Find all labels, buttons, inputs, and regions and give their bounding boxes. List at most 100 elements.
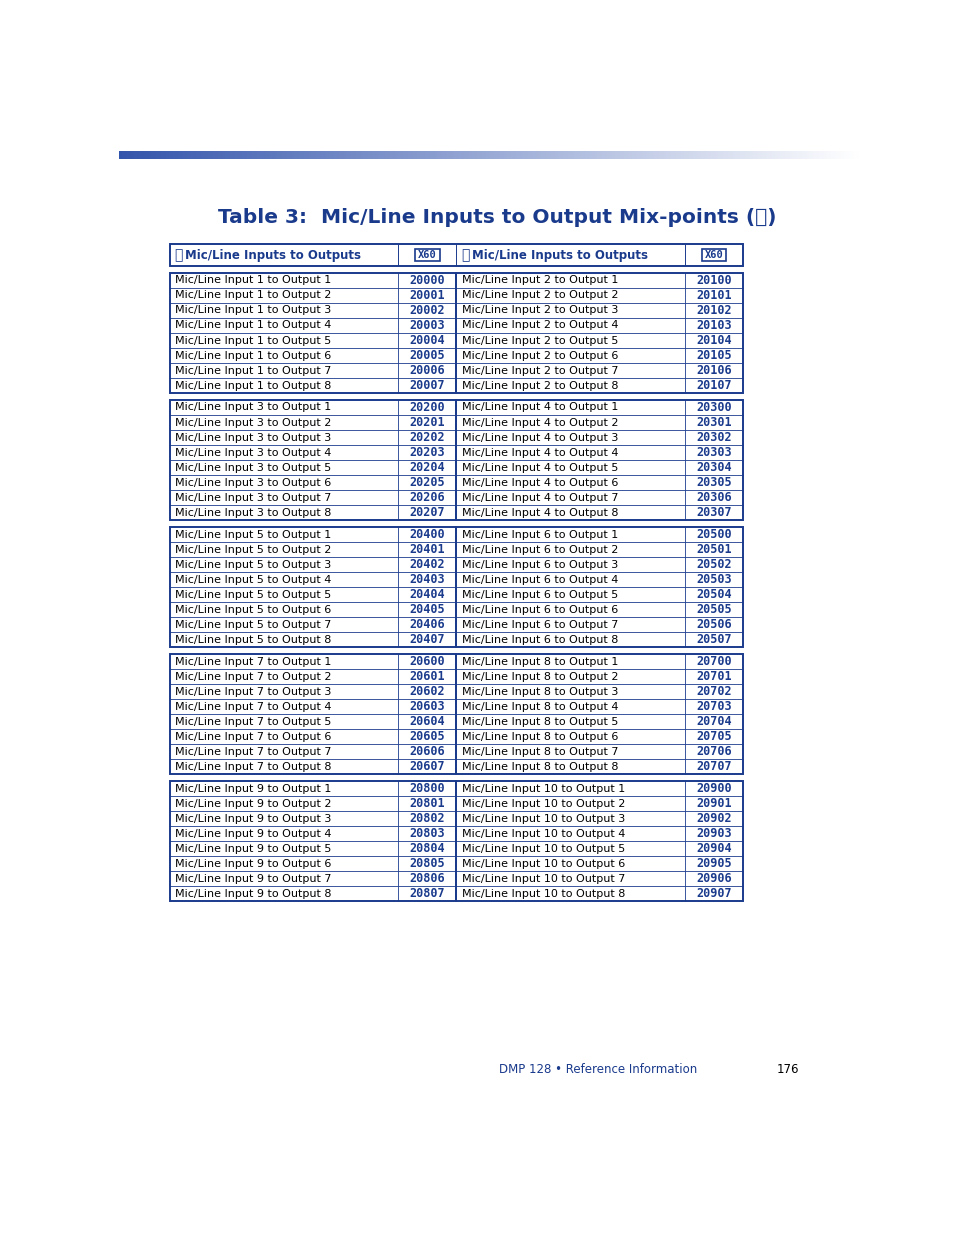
- Bar: [132, 151, 134, 159]
- Bar: [702, 151, 706, 159]
- Bar: [215, 151, 218, 159]
- Bar: [587, 151, 590, 159]
- Bar: [676, 151, 679, 159]
- Bar: [722, 151, 725, 159]
- Bar: [170, 782, 456, 902]
- Bar: [449, 151, 453, 159]
- Bar: [334, 151, 336, 159]
- Bar: [764, 151, 767, 159]
- Bar: [316, 151, 319, 159]
- Bar: [550, 151, 553, 159]
- Text: Mic/Line Input 7 to Output 8: Mic/Line Input 7 to Output 8: [174, 762, 332, 772]
- Bar: [491, 151, 494, 159]
- Bar: [833, 151, 837, 159]
- Bar: [441, 151, 445, 159]
- Bar: [170, 400, 456, 520]
- Bar: [309, 151, 312, 159]
- Text: ⓘ: ⓘ: [174, 248, 182, 262]
- Text: 20802: 20802: [409, 813, 445, 825]
- Bar: [542, 151, 546, 159]
- Bar: [466, 151, 470, 159]
- Bar: [565, 151, 568, 159]
- Bar: [582, 151, 585, 159]
- Text: Mic/Line Input 6 to Output 7: Mic/Line Input 6 to Output 7: [461, 620, 618, 630]
- Bar: [368, 151, 371, 159]
- Bar: [637, 151, 639, 159]
- Text: Mic/Line Input 7 to Output 4: Mic/Line Input 7 to Output 4: [174, 701, 332, 711]
- Bar: [744, 151, 748, 159]
- Bar: [506, 151, 509, 159]
- Text: Mic/Line Input 1 to Output 4: Mic/Line Input 1 to Output 4: [174, 321, 331, 331]
- Bar: [385, 151, 388, 159]
- Text: 20806: 20806: [409, 872, 445, 885]
- Bar: [806, 151, 809, 159]
- Bar: [193, 151, 196, 159]
- Bar: [375, 151, 378, 159]
- Text: 20304: 20304: [696, 461, 731, 474]
- Bar: [299, 151, 302, 159]
- Text: Mic/Line Input 9 to Output 4: Mic/Line Input 9 to Output 4: [174, 829, 332, 839]
- Text: Mic/Line Input 1 to Output 6: Mic/Line Input 1 to Output 6: [174, 351, 331, 361]
- Bar: [314, 151, 316, 159]
- Text: Mic/Line Input 1 to Output 2: Mic/Line Input 1 to Output 2: [174, 290, 331, 300]
- Text: Mic/Line Input 10 to Output 4: Mic/Line Input 10 to Output 4: [461, 829, 624, 839]
- Bar: [516, 151, 518, 159]
- Bar: [801, 151, 804, 159]
- Bar: [634, 151, 637, 159]
- Text: 20404: 20404: [409, 588, 445, 601]
- Text: Mic/Line Input 6 to Output 4: Mic/Line Input 6 to Output 4: [461, 574, 618, 584]
- Text: Mic/Line Input 3 to Output 5: Mic/Line Input 3 to Output 5: [174, 463, 331, 473]
- Bar: [781, 151, 784, 159]
- Bar: [779, 151, 782, 159]
- Bar: [205, 151, 209, 159]
- Bar: [567, 151, 571, 159]
- Text: 20804: 20804: [409, 842, 445, 855]
- Text: 20807: 20807: [409, 887, 445, 900]
- Bar: [774, 151, 778, 159]
- Bar: [152, 151, 154, 159]
- Bar: [755, 151, 758, 159]
- Bar: [166, 151, 169, 159]
- Bar: [461, 151, 464, 159]
- Bar: [803, 151, 807, 159]
- Bar: [183, 151, 187, 159]
- Bar: [456, 400, 742, 520]
- Text: Mic/Line Input 7 to Output 2: Mic/Line Input 7 to Output 2: [174, 672, 332, 682]
- Bar: [405, 151, 408, 159]
- Text: Mic/Line Input 3 to Output 7: Mic/Line Input 3 to Output 7: [174, 493, 331, 503]
- Text: Mic/Line Input 3 to Output 3: Mic/Line Input 3 to Output 3: [174, 432, 331, 442]
- Bar: [592, 151, 595, 159]
- Text: Mic/Line Input 9 to Output 2: Mic/Line Input 9 to Output 2: [174, 799, 332, 809]
- Text: Mic/Line Input 5 to Output 5: Mic/Line Input 5 to Output 5: [174, 589, 331, 600]
- Text: 20101: 20101: [696, 289, 731, 303]
- Bar: [464, 151, 467, 159]
- Text: Mic/Line Input 9 to Output 7: Mic/Line Input 9 to Output 7: [174, 873, 332, 884]
- Bar: [153, 151, 157, 159]
- Bar: [407, 151, 411, 159]
- Bar: [355, 151, 358, 159]
- Bar: [678, 151, 681, 159]
- Text: 20900: 20900: [696, 782, 731, 795]
- Bar: [343, 151, 346, 159]
- Text: Mic/Line Input 1 to Output 7: Mic/Line Input 1 to Output 7: [174, 366, 331, 375]
- Text: Mic/Line Input 5 to Output 7: Mic/Line Input 5 to Output 7: [174, 620, 331, 630]
- Text: Mic/Line Input 10 to Output 3: Mic/Line Input 10 to Output 3: [461, 814, 624, 824]
- Text: Mic/Line Input 4 to Output 6: Mic/Line Input 4 to Output 6: [461, 478, 618, 488]
- Text: 20200: 20200: [409, 401, 445, 414]
- Bar: [217, 151, 221, 159]
- Text: Mic/Line Input 6 to Output 1: Mic/Line Input 6 to Output 1: [461, 530, 618, 540]
- Text: Mic/Line Input 6 to Output 8: Mic/Line Input 6 to Output 8: [461, 635, 618, 645]
- Bar: [639, 151, 641, 159]
- Bar: [757, 151, 760, 159]
- Text: 20405: 20405: [409, 603, 445, 616]
- Bar: [777, 151, 780, 159]
- Bar: [301, 151, 305, 159]
- Text: 20907: 20907: [696, 887, 731, 900]
- Text: 20307: 20307: [696, 506, 731, 519]
- Bar: [388, 151, 391, 159]
- Bar: [796, 151, 800, 159]
- Text: 20707: 20707: [696, 761, 731, 773]
- Bar: [146, 151, 150, 159]
- Bar: [558, 151, 560, 159]
- Bar: [696, 151, 699, 159]
